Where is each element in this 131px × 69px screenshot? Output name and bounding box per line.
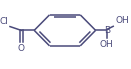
Text: O: O [18, 44, 25, 53]
Text: OH: OH [116, 16, 129, 25]
Text: OH: OH [99, 40, 113, 49]
Text: B: B [104, 26, 110, 35]
Text: Cl: Cl [0, 17, 9, 26]
